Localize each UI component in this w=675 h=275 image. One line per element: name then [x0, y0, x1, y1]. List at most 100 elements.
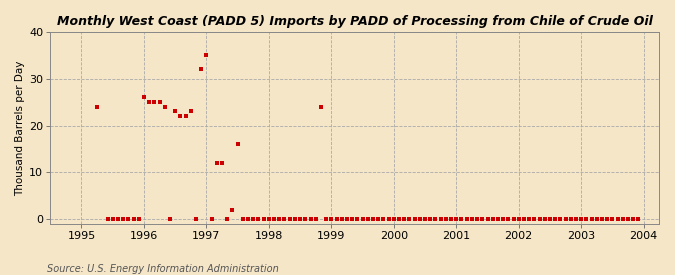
Point	[607, 217, 618, 221]
Point	[529, 217, 540, 221]
Text: Source: U.S. Energy Information Administration: Source: U.S. Energy Information Administ…	[47, 264, 279, 274]
Point	[514, 217, 524, 221]
Point	[196, 67, 207, 72]
Point	[566, 217, 576, 221]
Point	[284, 217, 295, 221]
Point	[383, 217, 394, 221]
Point	[149, 100, 160, 104]
Point	[248, 217, 259, 221]
Point	[290, 217, 300, 221]
Point	[259, 217, 269, 221]
Point	[279, 217, 290, 221]
Point	[336, 217, 347, 221]
Point	[487, 217, 498, 221]
Y-axis label: Thousand Barrels per Day: Thousand Barrels per Day	[15, 60, 25, 196]
Point	[222, 217, 233, 221]
Point	[618, 217, 628, 221]
Point	[144, 100, 155, 104]
Point	[357, 217, 368, 221]
Point	[555, 217, 566, 221]
Point	[404, 217, 415, 221]
Point	[342, 217, 352, 221]
Point	[597, 217, 608, 221]
Point	[253, 217, 264, 221]
Point	[549, 217, 560, 221]
Point	[128, 217, 139, 221]
Point	[117, 217, 128, 221]
Point	[243, 217, 254, 221]
Point	[232, 142, 243, 147]
Point	[508, 217, 519, 221]
Point	[420, 217, 431, 221]
Point	[159, 104, 170, 109]
Point	[622, 217, 633, 221]
Title: Monthly West Coast (PADD 5) Imports by PADD of Processing from Chile of Crude Oi: Monthly West Coast (PADD 5) Imports by P…	[57, 15, 653, 28]
Point	[388, 217, 399, 221]
Point	[430, 217, 441, 221]
Point	[170, 109, 181, 114]
Point	[310, 217, 321, 221]
Point	[352, 217, 362, 221]
Point	[446, 217, 456, 221]
Point	[305, 217, 316, 221]
Point	[591, 217, 602, 221]
Point	[456, 217, 467, 221]
Point	[321, 217, 331, 221]
Point	[201, 53, 212, 57]
Point	[545, 217, 556, 221]
Point	[461, 217, 472, 221]
Point	[263, 217, 274, 221]
Point	[493, 217, 504, 221]
Point	[138, 95, 149, 100]
Point	[217, 161, 227, 165]
Point	[378, 217, 389, 221]
Point	[347, 217, 358, 221]
Point	[472, 217, 483, 221]
Point	[576, 217, 587, 221]
Point	[518, 217, 529, 221]
Point	[435, 217, 446, 221]
Point	[602, 217, 613, 221]
Point	[586, 217, 597, 221]
Point	[482, 217, 493, 221]
Point	[425, 217, 435, 221]
Point	[368, 217, 379, 221]
Point	[394, 217, 404, 221]
Point	[441, 217, 452, 221]
Point	[238, 217, 248, 221]
Point	[534, 217, 545, 221]
Point	[175, 114, 186, 118]
Point	[295, 217, 306, 221]
Point	[560, 217, 571, 221]
Point	[477, 217, 488, 221]
Point	[206, 217, 217, 221]
Point	[315, 104, 326, 109]
Point	[612, 217, 623, 221]
Point	[180, 114, 191, 118]
Point	[466, 217, 477, 221]
Point	[414, 217, 425, 221]
Point	[134, 217, 144, 221]
Point	[326, 217, 337, 221]
Point	[581, 217, 592, 221]
Point	[409, 217, 420, 221]
Point	[269, 217, 279, 221]
Point	[628, 217, 639, 221]
Point	[373, 217, 383, 221]
Point	[107, 217, 118, 221]
Point	[186, 109, 196, 114]
Point	[274, 217, 285, 221]
Point	[362, 217, 373, 221]
Point	[497, 217, 508, 221]
Point	[524, 217, 535, 221]
Point	[633, 217, 644, 221]
Point	[227, 208, 238, 212]
Point	[113, 217, 124, 221]
Point	[165, 217, 176, 221]
Point	[503, 217, 514, 221]
Point	[123, 217, 134, 221]
Point	[300, 217, 310, 221]
Point	[570, 217, 581, 221]
Point	[190, 217, 201, 221]
Point	[451, 217, 462, 221]
